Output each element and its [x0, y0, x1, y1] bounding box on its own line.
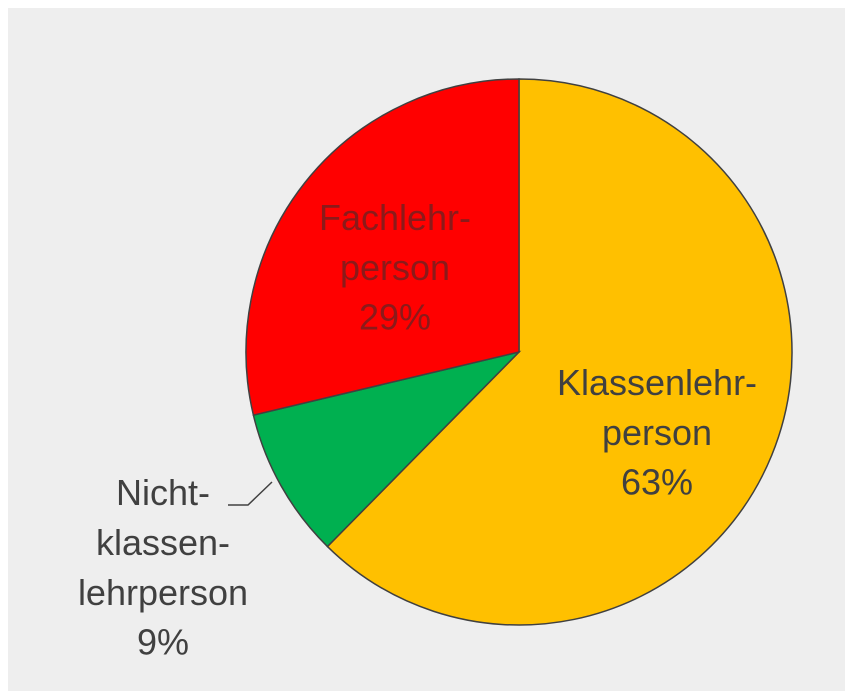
slice-label-line: lehrperson [78, 572, 248, 613]
slice-label: Klassenlehr-person [557, 362, 757, 453]
pie-slice [245, 78, 520, 417]
slice-label-line: Fachlehr- [319, 197, 471, 238]
slice-label: Nicht-klassen-lehrperson [78, 472, 248, 613]
slice-label-line: Nicht- [116, 472, 210, 513]
slice-label: Fachlehr-person [319, 197, 471, 288]
value-label: 29% [359, 297, 431, 338]
slice-label-line: klassen- [96, 522, 230, 563]
slice-label-line: Klassenlehr- [557, 362, 757, 403]
value-label: 9% [137, 622, 189, 663]
value-label: 63% [621, 462, 693, 503]
pie-slice [326, 78, 793, 626]
leader-line [228, 481, 273, 506]
slice-label-line: person [602, 412, 712, 453]
slice-label-line: person [340, 247, 450, 288]
pie-slice [252, 350, 522, 548]
